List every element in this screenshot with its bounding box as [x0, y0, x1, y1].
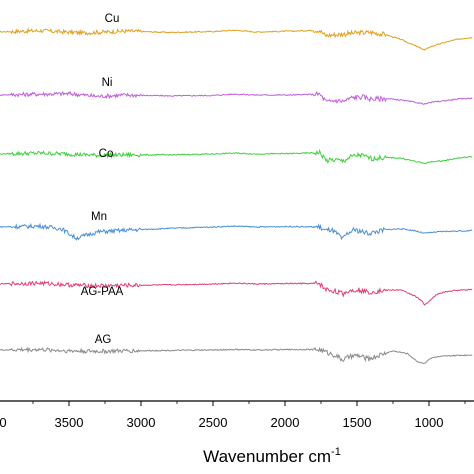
x-tick-label-2000: 2000 [271, 415, 300, 430]
series-label-ag-paa: AG-PAA [81, 286, 124, 298]
x-tick-layer: 3500 3000 2500 2000 1500 1000 [32, 401, 466, 430]
x-tick-label-1000: 1000 [415, 415, 444, 430]
series-line-mn [0, 222, 473, 241]
series-line-co [0, 149, 473, 165]
x-axis-title: Wavenumber cm-1 [203, 446, 341, 466]
series-line-cu [0, 27, 473, 51]
series-label-cu: Cu [105, 13, 120, 25]
x-tick-label-3500: 3500 [55, 415, 84, 430]
x-axis-partial-tick-label: 0 [0, 415, 7, 430]
series-layer [0, 27, 473, 365]
series-label-ni: Ni [102, 77, 113, 89]
series-label-layer: Cu Ni Co Mn AG-PAA AG [81, 13, 124, 346]
x-tick-label-2500: 2500 [199, 415, 228, 430]
series-label-mn: Mn [91, 211, 107, 223]
x-tick-label-3000: 3000 [127, 415, 156, 430]
series-line-ni [0, 90, 473, 105]
series-label-ag: AG [95, 334, 112, 346]
x-axis-title-superscript: -1 [331, 446, 341, 458]
series-line-ag [0, 346, 473, 365]
series-line-ag-paa [0, 280, 473, 306]
x-tick-label-1500: 1500 [343, 415, 372, 430]
x-axis-title-text: Wavenumber cm [203, 447, 331, 466]
series-label-co: Co [99, 148, 114, 160]
